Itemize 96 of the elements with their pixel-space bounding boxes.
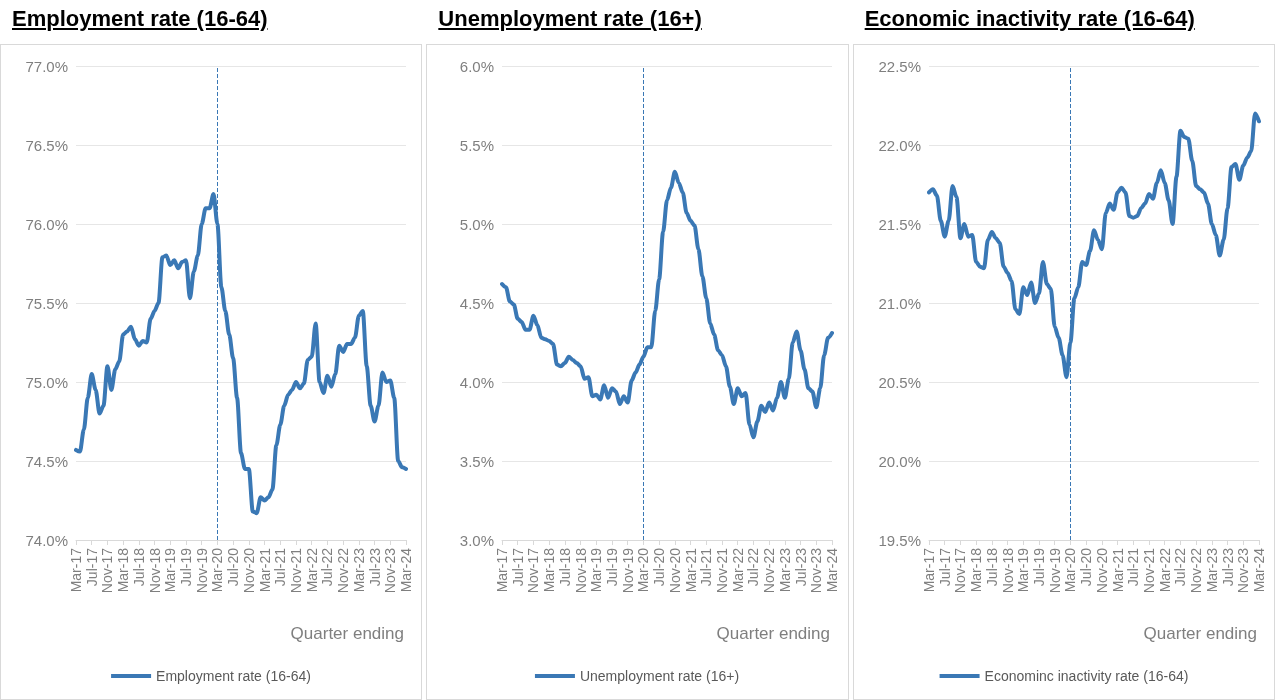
y-tick-label: 75.0% [25,373,68,391]
x-tick-label: Nov-19 [620,547,637,594]
x-tick-label: Nov-20 [667,547,684,594]
y-tick-label: 22.5% [878,57,921,75]
x-tick-label: Nov-17 [952,547,969,594]
x-tick-label: Mar-21 [682,547,699,593]
x-tick-label: Nov-23 [808,547,825,594]
y-tick-label: 74.5% [25,452,68,470]
x-tick-label: Nov-18 [146,547,163,594]
y-tick-label: 75.5% [25,294,68,312]
x-tick-label: Mar-17 [920,547,937,593]
y-tick-label: 5.5% [460,136,495,154]
legend-label: Unemployment rate (16+) [580,668,740,684]
x-tick-label: Nov-22 [1187,547,1204,594]
x-tick-label: Jul-22 [1172,547,1189,587]
x-tick-label: Jul-23 [792,547,809,587]
y-tick-label: 77.0% [25,57,68,75]
y-tick-label: 21.5% [878,215,921,233]
x-tick-label: Jul-17 [83,547,100,587]
x-tick-label: Mar-22 [303,547,320,593]
x-tick-label: Jul-17 [936,547,953,587]
y-tick-label: 20.5% [878,373,921,391]
x-tick-label: Jul-19 [1030,547,1047,587]
x-tick-label: Jul-20 [225,547,242,587]
chart-title: Employment rate (16-64) [12,6,268,32]
legend-label: Employment rate (16-64) [156,668,311,684]
chart-title: Unemployment rate (16+) [438,6,702,32]
y-tick-label: 4.0% [460,373,495,391]
x-tick-label: Mar-24 [824,547,841,593]
x-axis-title: Quarter ending [716,624,831,643]
x-tick-label: Mar-22 [730,547,747,593]
x-tick-label: Mar-23 [777,547,794,593]
x-tick-label: Mar-24 [398,547,414,593]
x-tick-label: Jul-18 [130,547,147,587]
x-tick-label: Nov-22 [761,547,778,594]
x-tick-label: Nov-23 [1234,547,1251,594]
x-tick-label: Nov-19 [193,547,210,594]
x-tick-label: Nov-19 [1046,547,1063,594]
x-tick-label: Nov-23 [382,547,399,594]
y-tick-label: 6.0% [460,57,495,75]
y-tick-label: 76.0% [25,215,68,233]
x-tick-label: Mar-17 [494,547,511,593]
x-axis-title: Quarter ending [290,624,404,643]
x-tick-label: Jul-17 [510,547,527,587]
x-tick-label: Jul-22 [319,547,336,587]
x-tick-label: Mar-18 [115,547,132,593]
x-tick-label: Jul-20 [1077,547,1094,587]
y-tick-label: 22.0% [878,136,921,154]
y-tick-label: 74.0% [25,531,68,549]
x-tick-label: Mar-21 [1109,547,1126,593]
x-tick-label: Nov-21 [288,547,304,594]
y-tick-label: 3.5% [460,452,495,470]
x-tick-label: Nov-22 [335,547,352,594]
x-tick-label: Nov-18 [572,547,589,594]
x-tick-label: Mar-19 [588,547,605,593]
x-tick-label: Jul-18 [983,547,1000,587]
x-tick-label: Jul-23 [366,547,383,587]
x-tick-label: Mar-20 [209,547,226,593]
x-tick-label: Jul-21 [698,547,715,587]
y-tick-label: 3.0% [460,531,495,549]
x-tick-label: Jul-23 [1219,547,1236,587]
x-tick-label: Mar-20 [1062,547,1079,593]
x-tick-label: Jul-19 [604,547,621,587]
x-tick-label: Mar-18 [967,547,984,593]
x-tick-label: Jul-20 [651,547,668,587]
x-tick-label: Nov-17 [525,547,542,594]
x-tick-label: Mar-24 [1250,547,1267,593]
x-tick-label: Jul-19 [178,547,194,587]
x-tick-label: Jul-21 [1124,547,1141,587]
y-tick-label: 21.0% [878,294,921,312]
x-axis-title: Quarter ending [1143,624,1257,643]
x-tick-label: Nov-20 [1093,547,1110,594]
y-tick-label: 76.5% [25,136,68,154]
x-tick-label: Mar-19 [162,547,179,593]
x-tick-label: Jul-18 [557,547,574,587]
legend-label: Econominc inactivity rate (16-64) [984,668,1189,684]
x-tick-label: Nov-21 [1140,547,1157,594]
y-tick-label: 5.0% [460,215,495,233]
x-tick-label: Mar-20 [635,547,652,593]
x-tick-label: Mar-21 [256,547,273,593]
x-tick-label: Nov-20 [240,547,257,594]
x-tick-label: Nov-21 [714,547,731,594]
x-tick-label: Mar-18 [541,547,558,593]
x-tick-label: Mar-22 [1156,547,1173,593]
x-tick-label: Nov-18 [999,547,1016,594]
x-tick-label: Jul-22 [745,547,762,587]
x-tick-label: Mar-17 [68,547,84,593]
x-tick-label: Nov-17 [99,547,116,594]
chart-title: Economic inactivity rate (16-64) [864,6,1195,32]
y-tick-label: 4.5% [460,294,495,312]
x-tick-label: Mar-19 [1014,547,1031,593]
x-tick-label: Mar-23 [350,547,367,593]
y-tick-label: 19.5% [878,531,921,549]
x-tick-label: Jul-21 [272,547,289,587]
x-tick-label: Mar-23 [1203,547,1220,593]
y-tick-label: 20.0% [878,452,921,470]
